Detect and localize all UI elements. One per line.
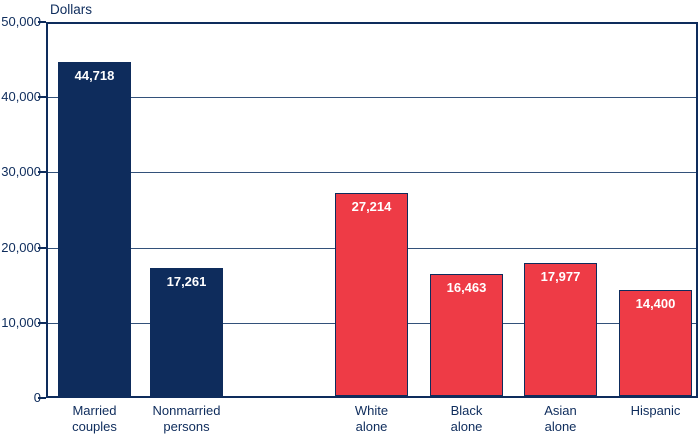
x-category-label-married-couples: Married couples <box>72 403 117 434</box>
y-axis-tick <box>38 171 46 173</box>
y-axis-unit-label: Dollars <box>50 2 93 17</box>
bar-value-label: 27,214 <box>351 199 392 214</box>
y-tick-label: 30,000 <box>1 164 41 179</box>
y-axis-tick <box>38 96 46 98</box>
y-tick-label: 0 <box>33 390 41 405</box>
bar-black-alone: 16,463 <box>430 274 503 396</box>
bar-value-label: 14,400 <box>635 296 676 311</box>
bar-asian-alone: 17,977 <box>524 263 597 396</box>
x-category-label-nonmarried-persons: Nonmarried persons <box>152 403 221 434</box>
bar-value-label: 16,463 <box>446 280 487 295</box>
y-tick-label: 20,000 <box>1 240 41 255</box>
plot-area <box>46 22 698 398</box>
gridline-30000 <box>48 172 696 173</box>
gridline-40000 <box>48 97 696 98</box>
y-tick-label: 10,000 <box>1 315 41 330</box>
x-category-label-white-alone: White alone <box>354 403 389 434</box>
bar-value-label: 17,977 <box>540 269 581 284</box>
y-axis-tick <box>38 322 46 324</box>
y-axis-tick <box>38 21 46 23</box>
bar-white-alone: 27,214 <box>335 193 408 396</box>
x-category-label-asian-alone: Asian alone <box>544 403 577 434</box>
x-category-label-black-alone: Black alone <box>450 403 483 434</box>
y-tick-label: 40,000 <box>1 89 41 104</box>
bar-hispanic: 14,400 <box>619 290 692 396</box>
bar-nonmarried-persons: 17,261 <box>150 268 223 396</box>
y-axis-tick <box>38 247 46 249</box>
y-axis-tick <box>38 397 46 399</box>
bar-value-label: 44,718 <box>74 68 115 83</box>
bar-married-couples: 44,718 <box>58 62 131 396</box>
bar-value-label: 17,261 <box>166 274 207 289</box>
y-tick-label: 50,000 <box>1 14 41 29</box>
x-category-label-hispanic: Hispanic <box>630 403 681 418</box>
